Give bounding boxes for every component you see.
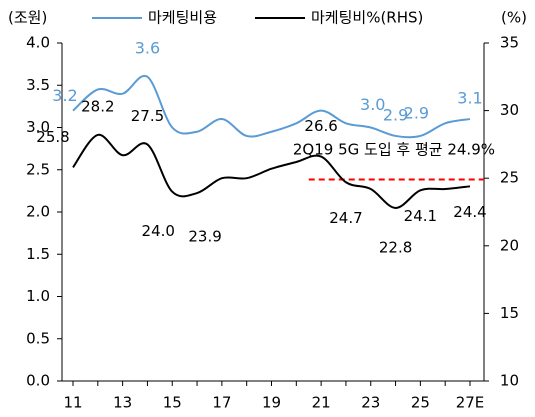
y-tick-label: 1.5: [26, 245, 50, 263]
data-label: 25.8: [36, 128, 69, 146]
y2-tick-label: 10: [500, 372, 519, 390]
data-label: 3.2: [52, 86, 77, 105]
data-label: 24.1: [404, 207, 437, 225]
data-label: 24.4: [453, 203, 486, 221]
data-label: 23.9: [188, 228, 221, 246]
x-tick-label: 11: [63, 394, 82, 412]
data-label: 22.8: [379, 238, 412, 256]
y-axis-label: (조원): [8, 9, 47, 27]
data-label: 24.7: [329, 209, 362, 227]
y2-tick-label: 30: [500, 101, 519, 119]
x-tick-label: 21: [312, 394, 331, 412]
y-tick-label: 3.0: [26, 118, 50, 136]
y-tick-label: 1.0: [26, 287, 50, 305]
data-label: 3.6: [135, 38, 160, 57]
data-label: 3.1: [457, 89, 482, 108]
data-label: 2.9: [383, 105, 408, 124]
data-label: 2.9: [404, 103, 429, 122]
x-tick-label: 25: [411, 394, 430, 412]
y-tick-label: 2.0: [26, 203, 50, 221]
y-tick-label: 3.5: [26, 76, 50, 94]
data-label: 26.6: [304, 117, 337, 135]
data-label: 27.5: [131, 107, 164, 125]
data-label: 3.0: [360, 95, 385, 114]
y2-tick-label: 15: [500, 304, 519, 322]
legend-label: 마케팅비%(RHS): [311, 9, 423, 27]
y-tick-label: 4.0: [26, 34, 50, 52]
data-label: 28.2: [81, 97, 114, 115]
y-tick-label: 0.0: [26, 372, 50, 390]
annotation: 2Q19 5G 도입 후 평균 24.9%: [293, 141, 495, 159]
x-tick-label: 15: [163, 394, 182, 412]
x-tick-label: 19: [262, 394, 281, 412]
y2-tick-label: 20: [500, 236, 519, 254]
series-line: [72, 74, 471, 139]
x-tick-label: 27E: [456, 394, 485, 412]
y2-tick-label: 35: [500, 34, 519, 52]
y2-axis-label: (%): [501, 9, 527, 27]
x-tick-label: 17: [212, 394, 231, 412]
data-label: 24.0: [142, 222, 175, 240]
x-tick-label: 23: [361, 394, 380, 412]
y-tick-label: 0.5: [26, 329, 50, 347]
x-tick-label: 13: [113, 394, 132, 412]
legend-label: 마케팅비용: [148, 9, 217, 27]
series-line: [72, 133, 471, 209]
y-tick-label: 2.5: [26, 160, 50, 178]
y2-tick-label: 25: [500, 169, 519, 187]
